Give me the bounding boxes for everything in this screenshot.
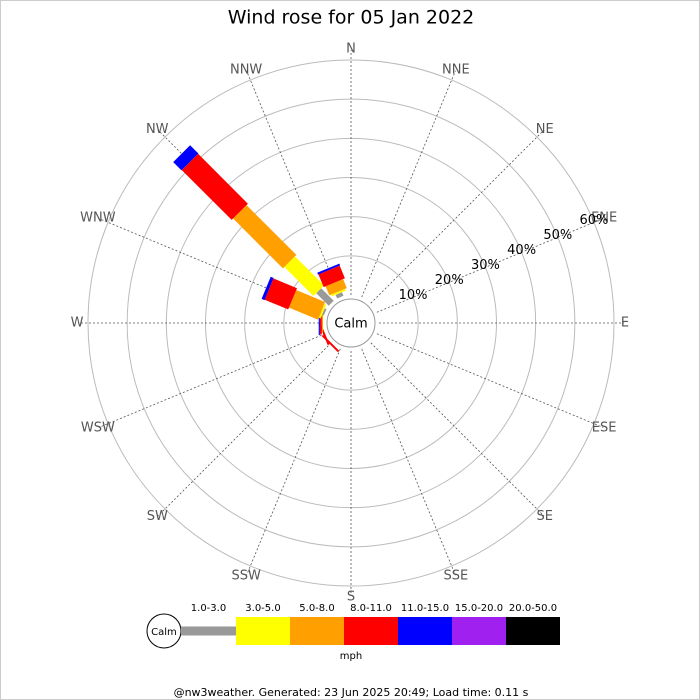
r-tick-label: 50% [543,228,572,243]
direction-label: ENE [591,211,617,226]
spoke [376,333,604,428]
spoke [361,348,456,576]
legend-swatch [506,617,560,645]
bar-segment [374,305,380,320]
direction-label: NW [146,122,169,137]
bar-segment [173,145,199,171]
legend-label: 20.0-50.0 [509,603,557,614]
chart-title: Wind rose for 05 Jan 2022 [228,7,475,29]
legend-label: 1.0-3.0 [191,603,226,614]
direction-label: ESE [592,420,617,435]
legend-swatch [344,617,398,645]
bar-segment [354,294,369,300]
r-tick-label: 30% [471,258,500,273]
r-tick-label: 10% [399,288,428,303]
bar-segment [181,153,248,220]
unit-label: mph [340,651,362,662]
spoke [370,129,545,304]
legend-swatch [290,617,344,645]
legend-label: 5.0-8.0 [299,603,334,614]
r-tick-label: 60% [580,213,609,228]
bar-segment [374,326,380,341]
direction-label: NNW [230,62,262,77]
spoke [370,342,545,517]
bar-segment [321,313,323,333]
bar-segment [264,278,297,310]
direction-label: N [346,42,356,57]
bar-segment [316,288,334,306]
bar-segment [288,290,326,320]
legend-label: 3.0-5.0 [245,603,280,614]
direction-label: SE [537,509,553,524]
legend-swatch [398,617,452,645]
direction-label: WNW [80,211,116,226]
direction-label: SSW [231,569,261,584]
bar-segment [233,205,297,269]
spoke [246,348,341,576]
grid-ring [126,98,576,548]
bar-segment [318,303,327,319]
legend-swatch [236,617,290,645]
bar-segment [354,346,369,352]
direction-label: SSE [443,569,468,584]
legend-label: 11.0-15.0 [401,603,449,614]
bar-segment [284,256,324,296]
direction-label: SW [147,509,168,524]
legend-label: 15.0-20.0 [455,603,503,614]
bar-segment [261,276,274,301]
grid-ring [87,59,615,587]
bar-segment [317,263,341,275]
direction-label: E [621,316,629,331]
spoke [246,70,341,298]
direction-label: S [347,590,355,605]
footer: @nw3weather. Generated: 23 Jun 2025 20:4… [174,686,529,699]
legend-swatch [452,617,506,645]
direction-label: WSW [81,420,115,435]
spoke [98,333,326,428]
legend-swatch [181,626,236,636]
spoke [157,342,332,517]
direction-label: NE [536,122,554,137]
direction-label: W [71,316,84,331]
bar-segment [335,292,344,299]
spoke [376,218,604,313]
r-tick-label: 40% [507,243,536,258]
legend-calm-label: Calm [151,627,177,638]
bar-segment [322,308,327,316]
r-tick-label: 20% [435,273,464,288]
legend-label: 8.0-11.0 [350,603,392,614]
grid-ring [244,216,458,430]
bar-segment [325,279,347,296]
direction-label: NNE [442,62,470,77]
bar-segment [331,288,346,297]
bar-segment [318,265,345,288]
grid-ring [283,255,419,391]
calm-label: Calm [334,317,367,332]
calm-circle [326,298,376,348]
spoke [361,70,456,298]
